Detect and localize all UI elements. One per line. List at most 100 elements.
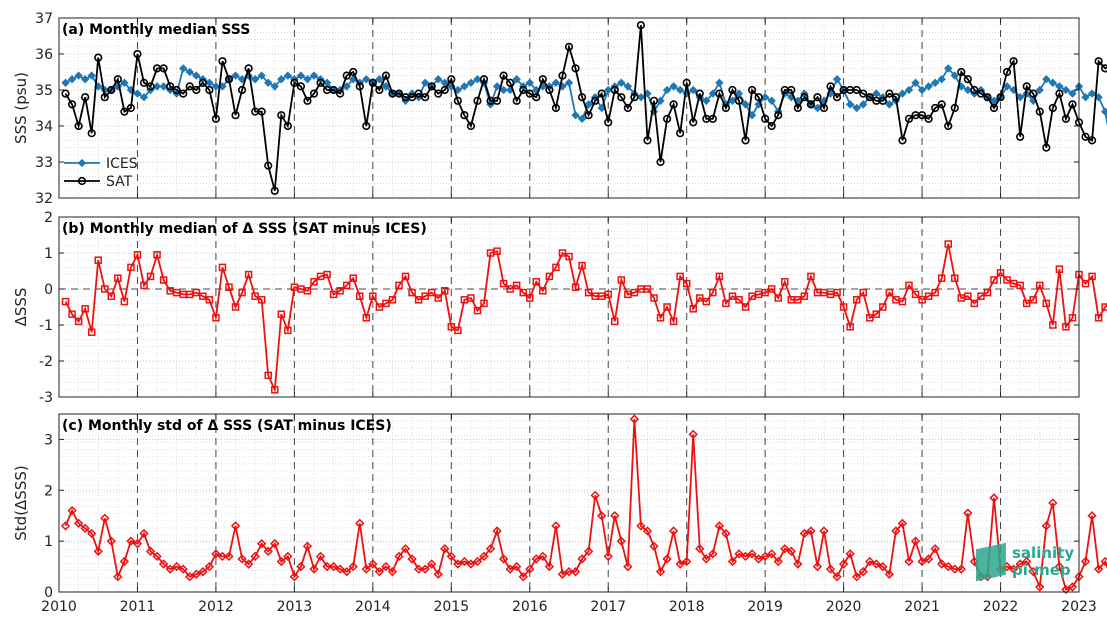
data-point xyxy=(891,93,901,102)
data-point xyxy=(917,111,927,120)
axes-frame xyxy=(58,413,1080,593)
data-point xyxy=(453,559,463,569)
data-point xyxy=(120,297,129,306)
data-point xyxy=(413,564,424,574)
data-point xyxy=(211,82,221,91)
data-point xyxy=(689,118,698,127)
data-point xyxy=(374,566,385,577)
data-point xyxy=(740,551,751,562)
data-point xyxy=(813,103,822,113)
data-point xyxy=(132,539,143,549)
data-point xyxy=(708,89,718,98)
data-point xyxy=(551,521,561,531)
data-point xyxy=(538,551,548,562)
data-point xyxy=(799,528,810,539)
x-tick-label: 2018 xyxy=(669,599,705,615)
data-point xyxy=(565,252,573,261)
data-point xyxy=(904,556,914,567)
data-point xyxy=(571,64,580,73)
data-point xyxy=(1068,100,1077,109)
data-point xyxy=(67,75,77,84)
data-point xyxy=(107,292,116,300)
data-point xyxy=(642,526,653,536)
data-point xyxy=(467,294,475,302)
data-point xyxy=(878,561,888,572)
data-point xyxy=(237,85,247,95)
data-point xyxy=(441,287,449,295)
data-point xyxy=(139,93,149,102)
y-tick-label: 33 xyxy=(35,155,53,171)
data-point xyxy=(466,121,476,131)
data-point xyxy=(813,93,822,102)
data-point xyxy=(440,544,450,554)
data-point xyxy=(512,75,521,84)
data-point xyxy=(238,288,246,297)
data-point xyxy=(819,526,829,536)
data-point xyxy=(1101,64,1107,73)
data-point xyxy=(760,551,770,562)
data-point xyxy=(434,294,442,302)
data-point xyxy=(662,554,672,564)
data-point xyxy=(825,564,836,574)
data-point xyxy=(1009,57,1018,66)
data-point xyxy=(146,82,155,91)
data-point xyxy=(597,511,607,521)
data-point xyxy=(133,49,142,59)
data-point xyxy=(420,564,430,574)
data-point xyxy=(512,96,521,105)
data-point xyxy=(578,261,586,270)
data-point xyxy=(368,78,377,87)
data-point xyxy=(617,78,626,87)
data-point xyxy=(433,569,443,579)
data-point xyxy=(650,294,658,302)
data-point xyxy=(807,272,815,281)
y-tick-label: -3 xyxy=(39,390,53,406)
data-point xyxy=(407,554,417,564)
data-point xyxy=(806,100,816,109)
data-point xyxy=(368,559,378,569)
data-point xyxy=(473,96,482,105)
y-tick-label: 32 xyxy=(35,191,53,207)
y-axis-label: Std(ΔSSS) xyxy=(12,465,30,540)
series-line xyxy=(64,243,1107,394)
data-point xyxy=(583,546,594,556)
data-point xyxy=(1094,314,1103,322)
data-point xyxy=(1029,296,1037,304)
data-point xyxy=(61,78,70,87)
logo-text-line2: pi-mep xyxy=(1012,561,1071,579)
data-point xyxy=(865,556,875,567)
data-point xyxy=(277,111,286,120)
data-point xyxy=(923,554,934,564)
data-point xyxy=(760,93,770,102)
data-point xyxy=(472,556,483,567)
data-point xyxy=(1094,57,1103,66)
data-point xyxy=(538,75,547,84)
data-point xyxy=(361,564,371,574)
data-point xyxy=(727,556,738,567)
data-point xyxy=(571,283,580,291)
data-point xyxy=(231,111,240,120)
data-point xyxy=(473,75,482,84)
data-point xyxy=(133,89,142,98)
data-point xyxy=(741,136,750,145)
data-point xyxy=(728,96,737,105)
data-point xyxy=(610,511,620,521)
data-point xyxy=(715,89,724,98)
data-point xyxy=(675,559,685,569)
data-point xyxy=(715,272,724,281)
data-point xyxy=(1055,265,1064,273)
data-point xyxy=(689,305,697,313)
data-point xyxy=(479,75,489,84)
data-point xyxy=(800,292,809,300)
data-point xyxy=(277,310,286,318)
data-point xyxy=(964,292,972,300)
data-point xyxy=(722,299,730,308)
data-point xyxy=(81,93,90,102)
data-point xyxy=(1093,564,1104,574)
data-point xyxy=(826,82,835,91)
data-point xyxy=(257,539,267,549)
data-point xyxy=(1036,281,1044,290)
data-point xyxy=(153,251,161,259)
data-point xyxy=(257,107,266,116)
data-point xyxy=(1022,89,1031,98)
